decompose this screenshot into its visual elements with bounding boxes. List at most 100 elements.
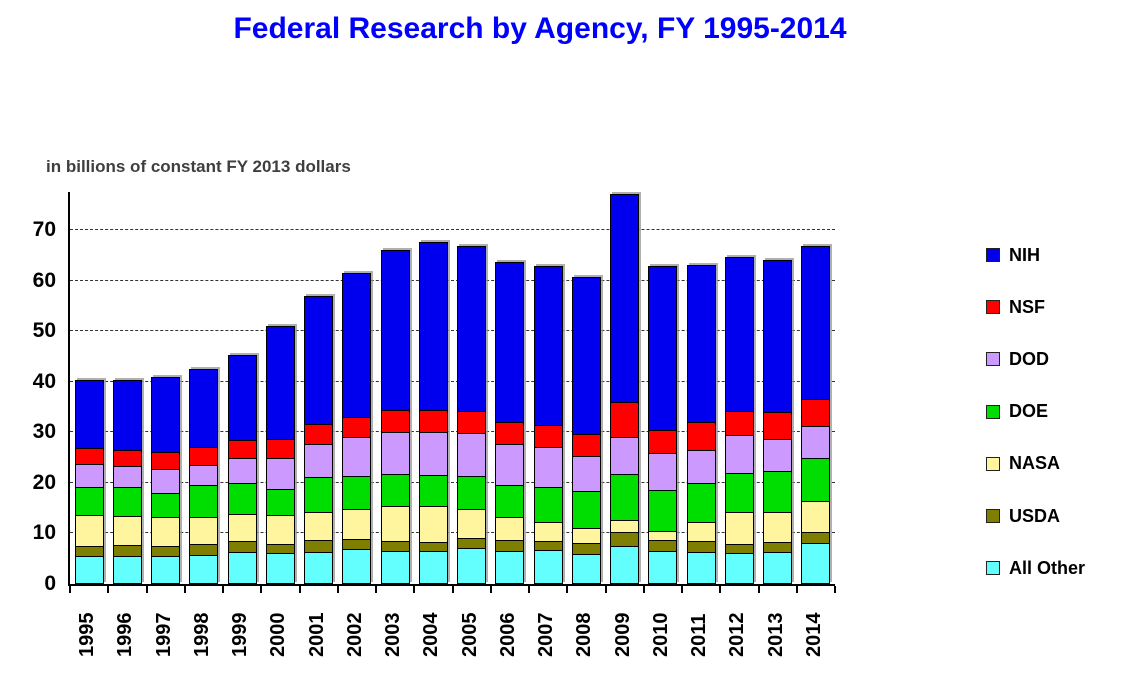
bar-segment-nsf-2012: [724, 410, 754, 436]
bar-segment-nasa-1999: [227, 513, 257, 541]
bar-segment-usda-2012: [724, 543, 754, 554]
bar-segment-usda-2009: [610, 531, 640, 547]
bar-segment-nasa-2008: [571, 528, 601, 543]
bar-segment-dod-1996: [112, 465, 142, 488]
bar-segment-all-other-2010: [648, 551, 678, 584]
bar-segment-all-other-1999: [227, 552, 257, 584]
x-axis-tick: [336, 586, 339, 593]
x-tick-label-2009: 2009: [611, 612, 634, 658]
bar-segment-dod-2011: [686, 450, 716, 484]
bar-segment-dod-2001: [304, 444, 334, 477]
x-axis-tick: [719, 586, 722, 593]
bar-segment-usda-1997: [151, 545, 181, 556]
bar-segment-nasa-2005: [457, 508, 487, 538]
bar-segment-nasa-2001: [304, 512, 334, 541]
bar-segment-doe-2013: [763, 471, 793, 513]
bar-segment-nsf-2010: [648, 429, 678, 454]
legend-swatch-nsf: [986, 300, 1000, 315]
bar-segment-nih-2013: [763, 259, 793, 413]
x-axis-tick: [145, 586, 148, 593]
bar-segment-nsf-1995: [74, 448, 104, 465]
bar-segment-nasa-1998: [189, 516, 219, 545]
bar-segment-nsf-2001: [304, 423, 334, 445]
gridline-30: [70, 431, 835, 433]
bar-segment-all-other-2013: [763, 552, 793, 584]
y-tick-label-50: 50: [32, 319, 56, 343]
bar-segment-all-other-2003: [380, 550, 410, 584]
legend-item-nih: NIH: [986, 245, 1040, 265]
bar-segment-nih-2004: [418, 242, 448, 410]
bar-segment-dod-2000: [265, 457, 295, 489]
bar-segment-nsf-1996: [112, 450, 142, 466]
bar-segment-all-other-2000: [265, 553, 295, 584]
x-axis-tick: [795, 586, 798, 593]
bar-segment-doe-2008: [571, 491, 601, 529]
bar-segment-nasa-1996: [112, 515, 142, 546]
bar-segment-nih-2010: [648, 266, 678, 430]
bar-segment-nsf-2013: [763, 412, 793, 439]
bar-1995: [74, 380, 104, 584]
bar-segment-nsf-2002: [342, 417, 372, 438]
bar-segment-all-other-2001: [304, 551, 334, 584]
bar-segment-nasa-2012: [724, 512, 754, 544]
bar-2014: [801, 246, 831, 584]
x-tick-label-1997: 1997: [152, 612, 175, 658]
x-axis-tick: [69, 586, 71, 593]
bar-segment-usda-2010: [648, 539, 678, 552]
x-axis-tick: [183, 586, 186, 593]
x-axis-tick: [260, 586, 263, 593]
bar-2005: [457, 246, 487, 584]
x-axis-tick: [222, 586, 224, 593]
bar-segment-nasa-1995: [74, 515, 104, 546]
bar-segment-nsf-2005: [457, 411, 487, 434]
bar-2000: [265, 325, 295, 584]
legend-label-all-other: All Other: [1009, 557, 1086, 578]
bar-segment-all-other-2004: [418, 550, 448, 584]
bar-segment-dod-2014: [801, 425, 831, 459]
bar-segment-nih-2000: [265, 325, 295, 439]
bar-segment-nih-2011: [686, 265, 716, 423]
bar-segment-nih-2008: [571, 276, 601, 435]
bar-segment-doe-2000: [265, 488, 295, 515]
bar-segment-nsf-2011: [686, 422, 716, 451]
x-tick-label-1995: 1995: [76, 612, 99, 658]
bar-segment-all-other-2008: [571, 553, 601, 584]
bar-segment-all-other-1995: [74, 556, 104, 584]
bar-segment-nsf-2008: [571, 434, 601, 456]
y-tick-label-40: 40: [32, 369, 56, 393]
gridline-40: [70, 380, 835, 382]
bar-2007: [533, 265, 563, 584]
bar-segment-doe-2001: [304, 476, 334, 513]
x-axis-tick: [375, 586, 377, 593]
bar-segment-dod-2003: [380, 432, 410, 474]
legend-label-nsf: NSF: [1009, 296, 1045, 317]
bar-segment-usda-2011: [686, 541, 716, 552]
bar-segment-usda-2004: [418, 541, 448, 551]
x-tick-label-1998: 1998: [190, 612, 213, 658]
bar-segment-usda-2003: [380, 540, 410, 551]
bar-segment-nasa-2009: [610, 519, 640, 532]
bar-segment-all-other-2011: [686, 551, 716, 584]
bar-segment-nsf-2009: [610, 401, 640, 438]
x-tick-label-2002: 2002: [343, 612, 366, 658]
bar-segment-doe-2004: [418, 474, 448, 506]
bar-segment-doe-2006: [495, 485, 525, 518]
chart-units-label: in billions of constant FY 2013 dollars: [46, 157, 351, 176]
bar-segment-dod-2009: [610, 437, 640, 474]
chart-title: Federal Research by Agency, FY 1995-2014: [233, 12, 847, 45]
gridline-60: [70, 279, 835, 281]
bar-segment-nih-1997: [151, 377, 181, 452]
bar-2011: [686, 265, 716, 584]
bar-segment-nih-2005: [457, 246, 487, 412]
bar-segment-nasa-2014: [801, 501, 831, 533]
bar-segment-dod-2004: [418, 432, 448, 475]
bar-segment-usda-2001: [304, 540, 334, 552]
bar-segment-doe-1996: [112, 487, 142, 516]
bar-segment-all-other-1998: [189, 555, 219, 584]
bar-segment-nasa-2010: [648, 530, 678, 540]
x-axis-tick: [604, 586, 607, 593]
x-axis-tick: [298, 586, 301, 593]
y-tick-label-10: 10: [32, 521, 56, 545]
bar-segment-nsf-2000: [265, 438, 295, 458]
